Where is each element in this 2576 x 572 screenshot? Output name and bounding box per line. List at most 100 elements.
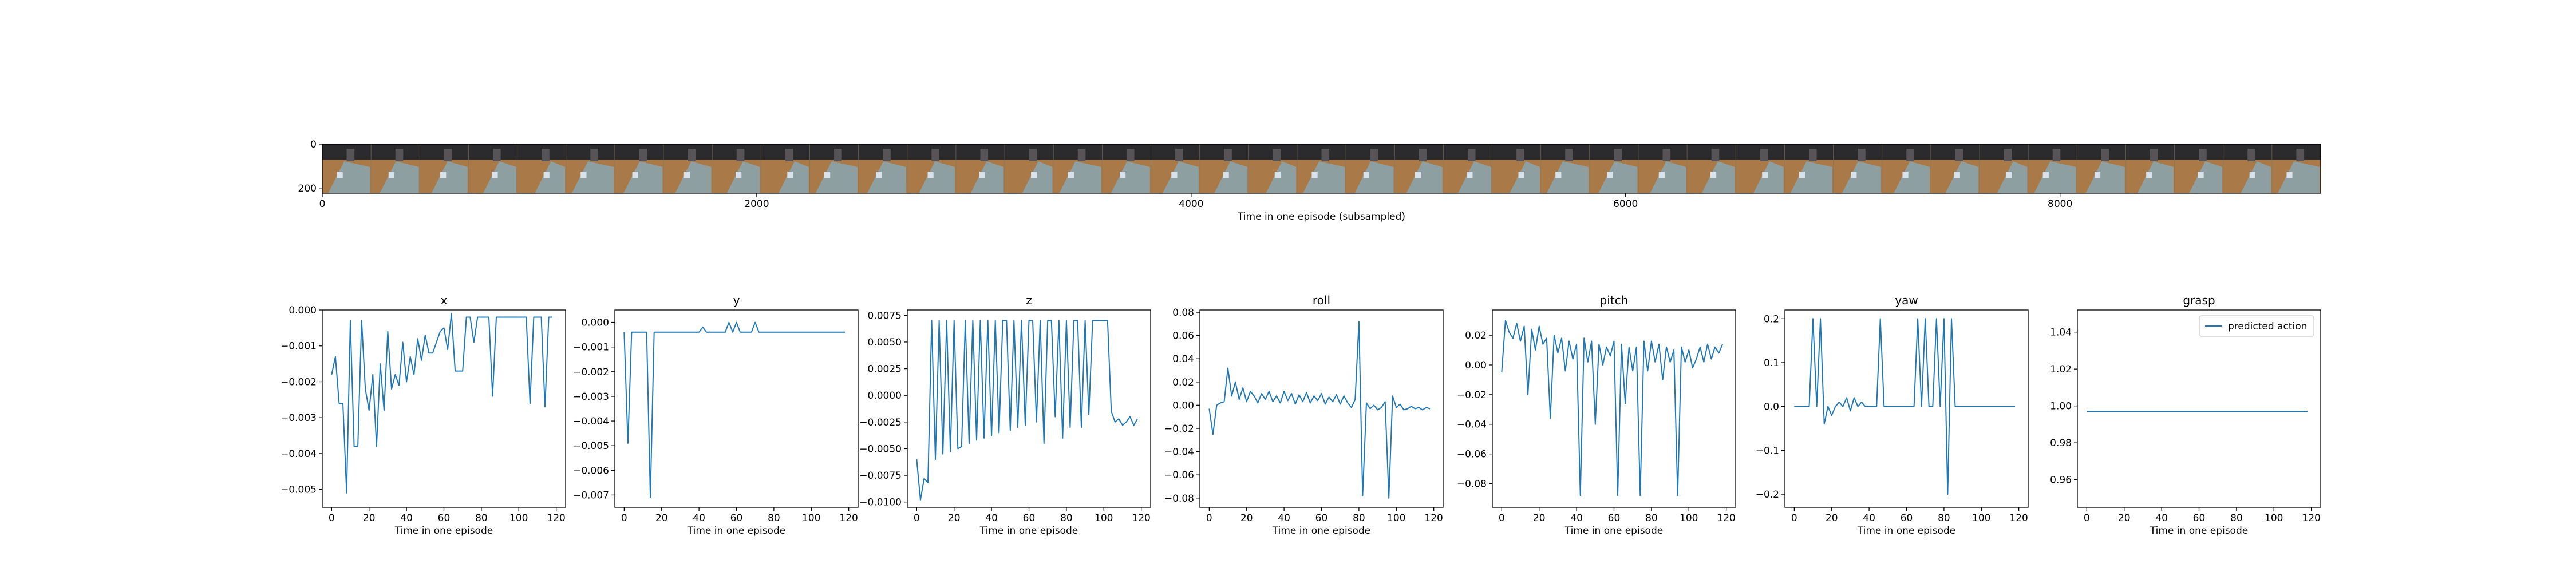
filmstrip-frame: [1053, 144, 1103, 193]
filmstrip-frame: [1882, 144, 1931, 193]
frame-object: [1851, 172, 1857, 178]
frame-object: [2286, 172, 2293, 178]
frame-arm: [346, 149, 355, 161]
frame-object: [787, 172, 793, 178]
chart-y: 0 20 40 60 80 100 120 −0.007 −0.006 −0.005 −0.004 −…: [573, 293, 859, 537]
frame-arm: [1419, 149, 1427, 161]
chart-xlabel: Time in one episode: [979, 525, 1078, 537]
filmstrip-frame: [1004, 144, 1054, 193]
xtick-label: 80: [1060, 513, 1073, 524]
chart-title: z: [1026, 293, 1032, 307]
frame-wall: [2077, 144, 2126, 160]
frame-arm: [493, 149, 501, 161]
frame-object: [632, 172, 638, 178]
xtick-label: 20: [1533, 513, 1546, 524]
xtick-label: 120: [547, 513, 565, 524]
frame-wall: [1248, 144, 1297, 160]
xtick-label: 20: [1240, 513, 1253, 524]
xtick-label: 60: [1023, 513, 1036, 524]
frame-gripper: [1162, 161, 1199, 193]
ytick-label: 0.0025: [868, 364, 902, 375]
ytick-label: 0.04: [1172, 353, 1194, 365]
xtick-label: 60: [1315, 513, 1328, 524]
ytick-label: 1.02: [2050, 364, 2072, 375]
frame-gripper: [1753, 161, 1784, 193]
frame-arm: [2052, 149, 2061, 161]
frame-object: [1274, 172, 1281, 178]
ytick-label: 1.00: [2050, 401, 2072, 412]
frame-object: [2249, 172, 2255, 178]
frame-arm: [1858, 149, 1866, 161]
filmstrip-frame: [614, 144, 664, 193]
filmstrip-frame: [322, 144, 372, 193]
frame-arm: [1224, 149, 1232, 161]
frame-gripper: [675, 161, 712, 193]
xtick-label: 80: [1645, 513, 1658, 524]
frame-arm: [1808, 149, 1817, 161]
filmstrip-frame-border: [322, 144, 2321, 194]
frame-object: [1954, 172, 1960, 178]
xtick-label: 100: [1972, 513, 1990, 524]
frame-arm: [1126, 149, 1135, 161]
xtick-label: 20: [948, 513, 961, 524]
xtick-label: 60: [1901, 513, 1913, 524]
filmstrip-frame: [1930, 144, 1980, 193]
frame-arm: [444, 149, 452, 161]
chart-yaw: 0 20 40 60 80 100 120 −0.2 −0.1 0.0 0.1 0.2 yaw Time …: [1756, 293, 2029, 537]
frame-gripper: [623, 161, 663, 193]
frame-object: [492, 172, 498, 178]
frame-gripper: [815, 161, 858, 193]
xtick-label: 0: [1791, 513, 1797, 524]
ytick-label: −0.003: [573, 391, 609, 403]
series-line-predicted-action: [1501, 320, 1724, 496]
frame-object: [1607, 172, 1613, 178]
ytick-label: −0.005: [280, 484, 317, 496]
filmstrip-ytick-label: 200: [298, 183, 317, 194]
xtick-label: 80: [1353, 513, 1365, 524]
frame-arm: [1321, 149, 1330, 161]
frame-gripper: [1842, 161, 1881, 193]
action-charts: 0 20 40 60 80 100 120 −0.005 −0.004 −0.003 −0.002 −…: [280, 293, 2321, 537]
plot-area: [1492, 309, 1736, 508]
frame-arm: [1467, 149, 1476, 161]
ytick-label: 0.0075: [868, 310, 902, 321]
ytick-label: −0.04: [1164, 447, 1194, 458]
frame-arm: [931, 149, 939, 161]
ytick-label: −0.004: [280, 448, 317, 460]
frame-wall: [1540, 144, 1590, 160]
ytick-label: −0.003: [280, 412, 317, 424]
xtick-label: 80: [768, 513, 780, 524]
xtick-label: 120: [2009, 513, 2028, 524]
xtick-label: 80: [2230, 513, 2243, 524]
xtick-label: 100: [802, 513, 820, 524]
frame-wall: [1394, 144, 1444, 160]
xtick-label: 80: [1938, 513, 1950, 524]
frame-arm: [1711, 149, 1720, 161]
filmstrip-xlabel: Time in one episode (subsampled): [1237, 211, 1405, 223]
ytick-label: 0.000: [581, 317, 609, 329]
frame-arm: [1662, 149, 1671, 161]
filmstrip-frame: [809, 144, 859, 193]
ytick-label: 0.0000: [868, 390, 902, 402]
ytick-label: −0.0025: [859, 417, 902, 428]
xtick-label: 60: [2193, 513, 2206, 524]
xtick-label: 0: [1499, 513, 1505, 524]
ytick-label: −0.0100: [859, 497, 902, 509]
frame-arm: [1614, 149, 1622, 161]
frame-arm: [1955, 149, 1963, 161]
frame-gripper: [1303, 161, 1345, 193]
frame-gripper: [1598, 161, 1638, 193]
frame-object: [683, 172, 690, 178]
filmstrip-frame: [1443, 144, 1492, 193]
frame-object: [1171, 172, 1178, 178]
xtick-label: 40: [2155, 513, 2168, 524]
frame-object: [1223, 172, 1229, 178]
xtick-label: 40: [1278, 513, 1290, 524]
ytick-label: −0.08: [1164, 493, 1194, 505]
frame-gripper: [1790, 161, 1832, 193]
frame-object: [927, 172, 934, 178]
filmstrip-frame: [2125, 144, 2175, 193]
xtick-label: 0: [2084, 513, 2090, 524]
frame-gripper: [867, 161, 907, 193]
frame-gripper: [1510, 161, 1540, 193]
